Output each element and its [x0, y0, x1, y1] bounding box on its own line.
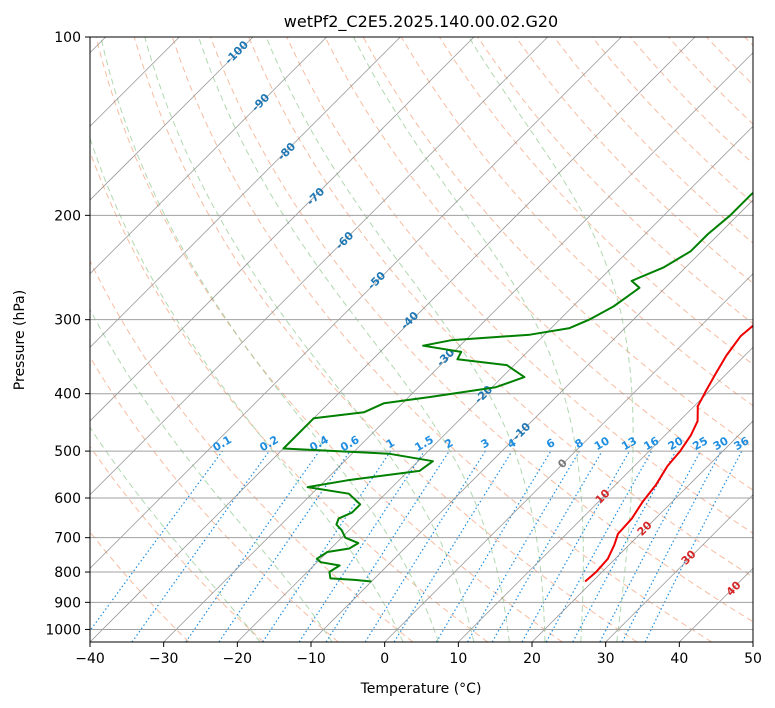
y-tick-label: 400 [54, 387, 81, 403]
x-tick-label: 40 [670, 651, 688, 667]
mixing-ratio-line [185, 450, 320, 642]
background-lines [90, 37, 753, 642]
mixing-ratio-line [325, 450, 450, 642]
mixing-ratio-line [545, 450, 653, 642]
dry-adiabat-line [90, 259, 414, 642]
dry-adiabat-line [515, 37, 753, 284]
moist-adiabat-line [265, 37, 546, 642]
dry-adiabat-line [133, 37, 638, 642]
y-tick-label: 100 [54, 30, 81, 46]
x-tick-label: −10 [296, 651, 326, 667]
y-tick-label: 800 [54, 565, 81, 581]
x-tick-label: −20 [223, 651, 253, 667]
chart-title: wetPf2_C2E5.2025.140.00.02.G20 [284, 12, 558, 32]
moist-adiabat-line [90, 308, 333, 642]
x-tick-label: 20 [523, 651, 541, 667]
isotherm-line [531, 420, 753, 642]
x-tick-label: 0 [380, 651, 389, 667]
moist-adiabat-line [100, 37, 439, 642]
dry-adiabat-line [95, 37, 563, 642]
y-tick-label: 1000 [45, 622, 81, 638]
isotherm-line [90, 37, 401, 348]
isotherm-line [90, 37, 696, 642]
mixing-ratio-line [572, 450, 677, 642]
dry-adiabat-line [248, 37, 753, 578]
isotherm-line [605, 494, 753, 642]
temperature-profile-line [584, 324, 753, 583]
x-tick-label: 30 [597, 651, 615, 667]
x-tick-label: 10 [449, 651, 467, 667]
isotherm-line [90, 37, 327, 275]
dry-adiabat-line [171, 37, 712, 642]
x-tick-label: −30 [149, 651, 179, 667]
x-tick-label: 50 [744, 651, 762, 667]
isotherm-line [90, 37, 475, 422]
y-axis-title: Pressure (hPa) [12, 290, 28, 390]
y-tick-label: 500 [54, 444, 81, 460]
axes: −40 −30 −20 −10 0 10 20 30 40 50 100 200 300 400 500 60… [45, 30, 762, 667]
moist-adiabat-line [144, 37, 475, 642]
isotherm-line [237, 125, 753, 642]
mixing-ratio-line [393, 450, 513, 642]
y-tick-label: 600 [54, 491, 81, 507]
isotherm-line [458, 346, 753, 642]
y-tick-label: 200 [54, 208, 81, 224]
y-tick-label: 700 [54, 531, 81, 547]
dry-adiabat-line [324, 37, 753, 491]
isotherm-line [90, 37, 254, 201]
dry-adiabat-line [286, 37, 753, 534]
dewpoint-profile-line [282, 191, 753, 583]
isotherm-line [90, 37, 622, 569]
y-tick-label: 300 [54, 313, 81, 329]
mixing-ratio-line [90, 450, 223, 632]
mixing-ratio-line [521, 450, 631, 642]
plot-frame [89, 36, 754, 643]
dry-adiabat-line [90, 445, 264, 642]
mixing-ratio-line [644, 450, 743, 642]
isotherm-line [384, 273, 753, 642]
moist-adiabat-line [353, 37, 584, 642]
x-tick-label: −40 [75, 651, 105, 667]
x-axis-title: Temperature (°C) [360, 681, 482, 697]
mixing-ratio-line [218, 450, 351, 642]
moist-adiabat-line [90, 136, 404, 642]
mixing-ratio-line [131, 450, 270, 642]
profile-lines [282, 191, 753, 583]
mixing-ratio-line [298, 450, 425, 642]
moist-adiabat-line [198, 37, 510, 642]
isotherm-line [310, 199, 753, 642]
moist-adiabat-line [90, 426, 261, 642]
mixing-ratio-line [262, 450, 392, 642]
y-tick-label: 900 [54, 595, 81, 611]
dry-adiabat-line [90, 356, 339, 642]
dry-adiabat-line [210, 37, 753, 623]
isotherm-line [90, 37, 548, 496]
